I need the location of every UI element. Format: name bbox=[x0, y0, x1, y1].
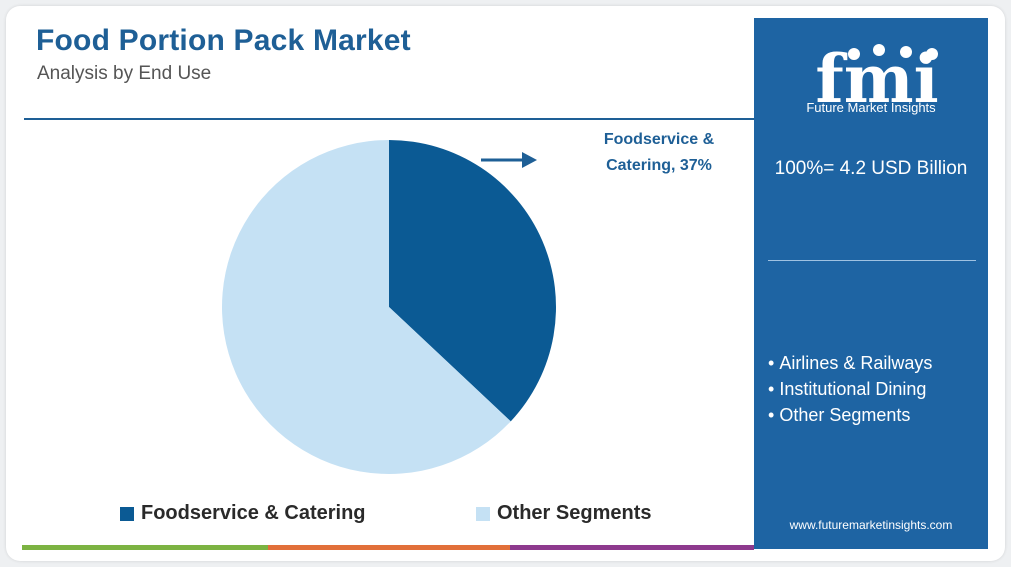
legend-label: Other Segments bbox=[497, 502, 652, 524]
chart-title: Food Portion Pack Market bbox=[36, 24, 411, 57]
bottom-bar-orange bbox=[268, 545, 510, 550]
legend-swatch bbox=[120, 506, 134, 521]
list-item: • Institutional Dining bbox=[768, 379, 927, 399]
logo-tagline: Future Market Insights bbox=[806, 100, 936, 115]
title-divider bbox=[24, 118, 754, 120]
legend-item-foodservice: Foodservice & Catering bbox=[120, 502, 366, 525]
legend-item-other: Other Segments bbox=[476, 502, 651, 525]
panel-divider bbox=[768, 260, 976, 261]
pie-chart bbox=[222, 140, 556, 474]
list-item: • Airlines & Railways bbox=[768, 353, 933, 373]
pie-slice-other-segments bbox=[222, 140, 511, 474]
pie-slice-foodservice-catering bbox=[389, 140, 556, 422]
bottom-bar-green bbox=[22, 545, 268, 550]
list-item: • Other Segments bbox=[768, 405, 911, 425]
other-segments-list: • Airlines & Railways • Institutional Dini… bbox=[768, 350, 932, 428]
legend-label: Foodservice & Catering bbox=[141, 502, 366, 524]
bullet-icon: • bbox=[768, 379, 775, 399]
bullet-icon: • bbox=[768, 405, 775, 425]
bullet-icon: • bbox=[768, 353, 775, 373]
pie-callout-label: Foodservice & Catering, 37% bbox=[603, 131, 715, 174]
market-total: 100%= 4.2 USD Billion bbox=[774, 158, 968, 179]
legend-swatch bbox=[476, 506, 490, 521]
fmi-logo: fmi bbox=[815, 40, 938, 118]
bottom-bar-purple bbox=[510, 545, 754, 550]
callout-arrow bbox=[481, 152, 537, 168]
info-panel: fmi Future Market Insights 100%= 4.2 USD… bbox=[754, 18, 988, 549]
website-url: www.futuremarketinsights.com bbox=[789, 518, 953, 532]
chart-subtitle: Analysis by End Use bbox=[37, 63, 212, 84]
